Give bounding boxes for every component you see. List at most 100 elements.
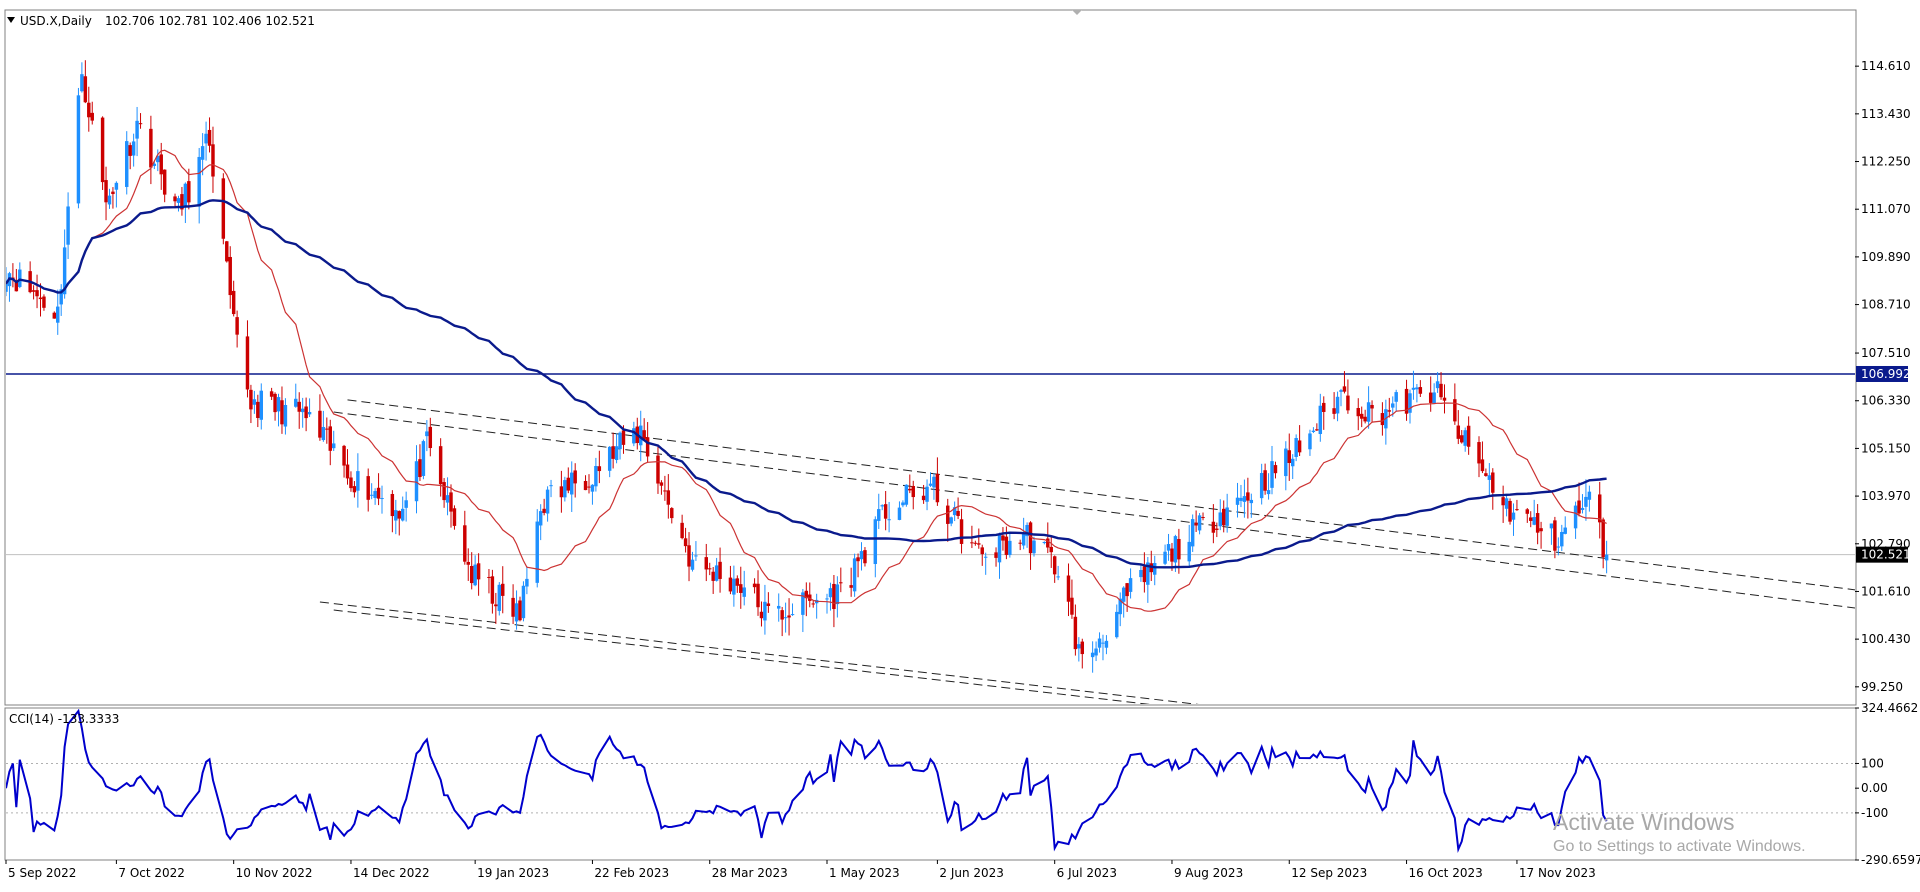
candle	[200, 133, 205, 176]
candle	[1515, 499, 1519, 511]
channel-line-1[interactable]	[347, 399, 1855, 591]
channel-line-4[interactable]	[333, 609, 1155, 705]
candle	[935, 457, 940, 506]
candle	[1008, 532, 1012, 558]
candle	[542, 498, 546, 516]
time-tick-label: 22 Feb 2023	[594, 866, 669, 880]
candle	[932, 473, 936, 500]
candle	[1311, 427, 1316, 434]
candle	[404, 491, 408, 522]
candle	[828, 582, 833, 611]
cci-tick-label: -290.6597	[1861, 853, 1920, 867]
candle	[883, 490, 888, 531]
candle	[1598, 481, 1602, 539]
candle	[659, 480, 664, 495]
candle	[690, 551, 695, 572]
candle	[1477, 436, 1481, 478]
candle	[1404, 379, 1409, 421]
candle	[1284, 441, 1288, 491]
candle	[1146, 557, 1150, 603]
candle	[711, 567, 715, 594]
time-tick-label: 2 Jun 2023	[939, 866, 1004, 880]
candle	[83, 60, 88, 104]
candle	[87, 86, 91, 132]
cci-line[interactable]	[6, 709, 1608, 853]
candle	[1266, 473, 1271, 500]
candle	[680, 514, 684, 540]
cci-panel[interactable]	[6, 709, 1855, 853]
candle	[325, 417, 329, 444]
price-panel[interactable]	[4, 60, 1855, 705]
ohlc-values: 102.706 102.781 102.406 102.521	[105, 14, 315, 28]
candle	[1163, 544, 1167, 566]
candle	[594, 457, 598, 492]
candle	[452, 505, 457, 530]
candle	[911, 480, 915, 510]
candle	[832, 574, 836, 628]
candle	[390, 490, 395, 533]
candle	[1042, 541, 1047, 545]
candle	[1535, 504, 1540, 545]
candle	[1073, 604, 1078, 656]
candle	[173, 193, 177, 209]
candle	[587, 474, 591, 494]
cci-tick-label: -100	[1861, 806, 1888, 820]
candle	[304, 397, 308, 432]
candle	[1308, 429, 1312, 456]
candle	[228, 246, 232, 309]
candle	[1101, 634, 1105, 661]
candle	[618, 431, 622, 460]
candle	[397, 510, 401, 536]
candle	[256, 394, 260, 428]
candle	[549, 479, 553, 498]
candle	[790, 603, 795, 616]
candle	[221, 173, 226, 245]
dropdown-triangle-icon[interactable]	[7, 17, 15, 23]
candle	[1491, 468, 1495, 510]
candle	[583, 475, 588, 491]
candle	[852, 553, 857, 597]
candle	[1480, 441, 1485, 474]
candle	[1263, 463, 1267, 495]
time-tick-label: 7 Oct 2022	[118, 866, 185, 880]
candle	[1032, 536, 1036, 557]
candle	[1439, 372, 1443, 400]
candle	[535, 509, 539, 588]
candle	[1046, 522, 1050, 554]
time-tick-label: 14 Dec 2022	[353, 866, 430, 880]
candle	[283, 398, 288, 435]
resistance-badge: 106.992	[1861, 367, 1911, 381]
candle	[1442, 384, 1447, 414]
candle	[76, 87, 81, 209]
price-tick-label: 107.510	[1861, 346, 1911, 360]
candle	[1090, 641, 1095, 673]
candle	[59, 284, 63, 316]
candle	[162, 169, 167, 203]
candle	[1139, 563, 1143, 582]
price-tick-label: 103.970	[1861, 489, 1911, 503]
candle	[138, 113, 143, 129]
candle	[666, 474, 671, 519]
candle	[38, 283, 43, 317]
candle	[1391, 396, 1395, 417]
channel-line-2[interactable]	[333, 411, 1855, 609]
ma-fast-line[interactable]	[6, 149, 1607, 612]
candle	[497, 582, 502, 616]
price-badges: 106.992 102.521	[1856, 365, 1911, 563]
candle	[835, 576, 840, 618]
channel-line-3[interactable]	[319, 601, 1203, 705]
candle	[1418, 380, 1423, 398]
shift-marker-icon[interactable]	[1072, 10, 1082, 15]
candle	[376, 473, 381, 506]
candle	[1287, 433, 1291, 481]
candle	[352, 481, 357, 498]
candle	[183, 182, 188, 224]
candle	[977, 528, 981, 549]
time-tick-label: 5 Sep 2022	[8, 866, 76, 880]
candle	[639, 410, 643, 462]
ma-slow-line[interactable]	[6, 199, 1607, 569]
candle	[276, 393, 281, 427]
candle	[811, 600, 815, 608]
